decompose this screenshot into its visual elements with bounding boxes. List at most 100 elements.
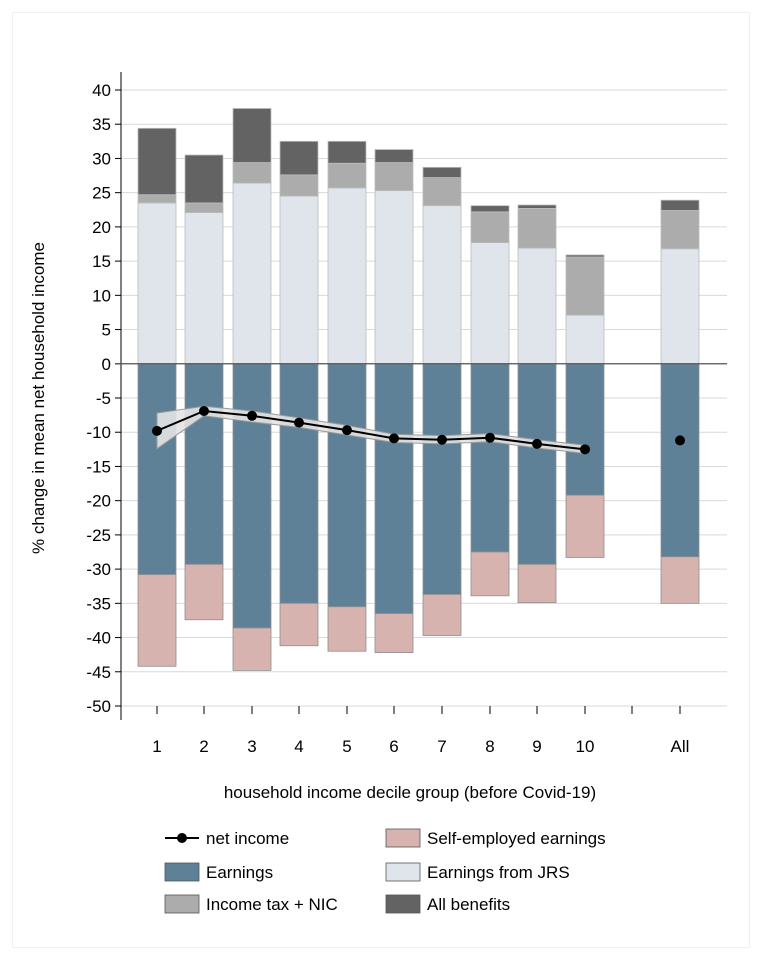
- net-income-point: [437, 434, 447, 445]
- legend-swatch: [385, 828, 421, 848]
- bar-self-employed: [137, 574, 177, 667]
- y-tick-label: 30: [92, 149, 111, 168]
- net-income-point: [485, 432, 495, 443]
- legend-label: Self-employed earnings: [427, 829, 606, 848]
- y-tick-label: 35: [92, 115, 111, 134]
- bar-self-employed: [184, 563, 224, 621]
- bar-jrs: [422, 205, 462, 365]
- net-income-point: [580, 444, 590, 455]
- bar-self-employed: [374, 613, 414, 654]
- bar-jrs: [660, 248, 700, 365]
- bar-benefits: [660, 199, 700, 211]
- legend-label: All benefits: [427, 895, 510, 914]
- legend: net income Self-employed earnings Earnings…: [164, 828, 606, 914]
- legend-item: net income: [165, 829, 289, 848]
- bar-jrs: [565, 314, 605, 365]
- bar-self-employed: [660, 556, 700, 604]
- legend-swatch: [385, 862, 421, 882]
- bar-benefits: [374, 149, 414, 163]
- positive-bars: [137, 108, 700, 365]
- bar-tax-nic: [660, 210, 700, 250]
- bar-jrs: [470, 242, 510, 365]
- bar-earnings: [470, 363, 510, 553]
- negative-bars: [137, 363, 700, 671]
- bar-tax-nic: [422, 177, 462, 207]
- legend-swatch: [385, 894, 421, 914]
- bar-jrs: [137, 202, 177, 365]
- bar-tax-nic: [517, 208, 557, 249]
- bar-self-employed: [279, 602, 319, 647]
- bar-jrs: [184, 212, 224, 365]
- bar-tax-nic: [374, 162, 414, 192]
- legend-label: Income tax + NIC: [206, 895, 338, 914]
- y-tick-label: -10: [86, 423, 111, 442]
- y-tick-label: -50: [86, 697, 111, 716]
- x-tick-label: 4: [294, 737, 303, 756]
- bar-benefits: [137, 127, 177, 196]
- net-income-point: [247, 410, 257, 421]
- x-tick-label: 8: [485, 737, 494, 756]
- x-tick-label: All: [671, 737, 690, 756]
- y-tick-label: -25: [86, 526, 111, 545]
- bar-jrs: [517, 247, 557, 365]
- bar-jrs: [327, 187, 367, 365]
- net-income-point: [389, 433, 399, 444]
- bar-earnings: [422, 363, 462, 595]
- bar-self-employed: [517, 563, 557, 604]
- bar-earnings: [565, 363, 605, 496]
- net-income-point: [675, 435, 685, 446]
- x-tick-label: 3: [247, 737, 256, 756]
- y-tick-label: -15: [86, 457, 111, 476]
- bar-tax-nic: [470, 211, 510, 244]
- bar-benefits: [422, 166, 462, 179]
- y-tick-label: 40: [92, 81, 111, 100]
- y-axis-title: % change in mean net household income: [29, 242, 48, 554]
- bar-tax-nic: [137, 194, 177, 204]
- x-tick-label: 6: [389, 737, 398, 756]
- bar-tax-nic: [184, 202, 224, 213]
- x-tick-label: 9: [532, 737, 541, 756]
- bar-self-employed: [565, 494, 605, 558]
- legend-label: Earnings: [206, 863, 273, 882]
- net-income-point: [152, 425, 162, 436]
- bar-earnings: [327, 363, 367, 608]
- net-income-point: [342, 425, 352, 436]
- legend-marker: [177, 833, 187, 843]
- y-tick-label: -40: [86, 629, 111, 648]
- net-income-line: [152, 406, 685, 455]
- bar-jrs: [374, 190, 414, 365]
- net-income-polyline: [156, 409, 586, 451]
- y-tick-label: 5: [102, 321, 111, 340]
- y-tick-label: 25: [92, 184, 111, 203]
- bar-tax-nic: [232, 162, 272, 184]
- x-axis-title: household income decile group (before Co…: [224, 783, 596, 802]
- y-tick-label: 15: [92, 252, 111, 271]
- bar-self-employed: [422, 594, 462, 636]
- bar-tax-nic: [565, 256, 605, 316]
- x-tick-label: 1: [152, 737, 161, 756]
- legend-item: Earnings from JRS: [385, 862, 570, 882]
- bar-benefits: [279, 140, 319, 176]
- x-tick-label: 5: [342, 737, 351, 756]
- y-tick-label: -20: [86, 492, 111, 511]
- y-tick-label: 0: [102, 355, 111, 374]
- legend-item: Income tax + NIC: [164, 894, 338, 914]
- legend-item: All benefits: [385, 894, 510, 914]
- bar-earnings: [517, 363, 557, 565]
- legend-item: Self-employed earnings: [385, 828, 606, 848]
- net-income-point: [294, 417, 304, 428]
- bar-benefits: [470, 205, 510, 213]
- bar-benefits: [517, 204, 557, 209]
- bar-benefits: [565, 254, 605, 258]
- y-tick-label: 10: [92, 286, 111, 305]
- bar-self-employed: [327, 606, 367, 652]
- bar-jrs: [279, 195, 319, 365]
- bar-earnings: [184, 363, 224, 565]
- axes: 4035302520151050-5-10-15-20-25-30-35-40-…: [86, 72, 727, 756]
- bar-tax-nic: [279, 174, 319, 197]
- net-income-point: [199, 406, 209, 417]
- y-tick-label: -35: [86, 594, 111, 613]
- x-tick-label: 10: [576, 737, 595, 756]
- y-tick-label: -45: [86, 663, 111, 682]
- legend-swatch: [164, 894, 200, 914]
